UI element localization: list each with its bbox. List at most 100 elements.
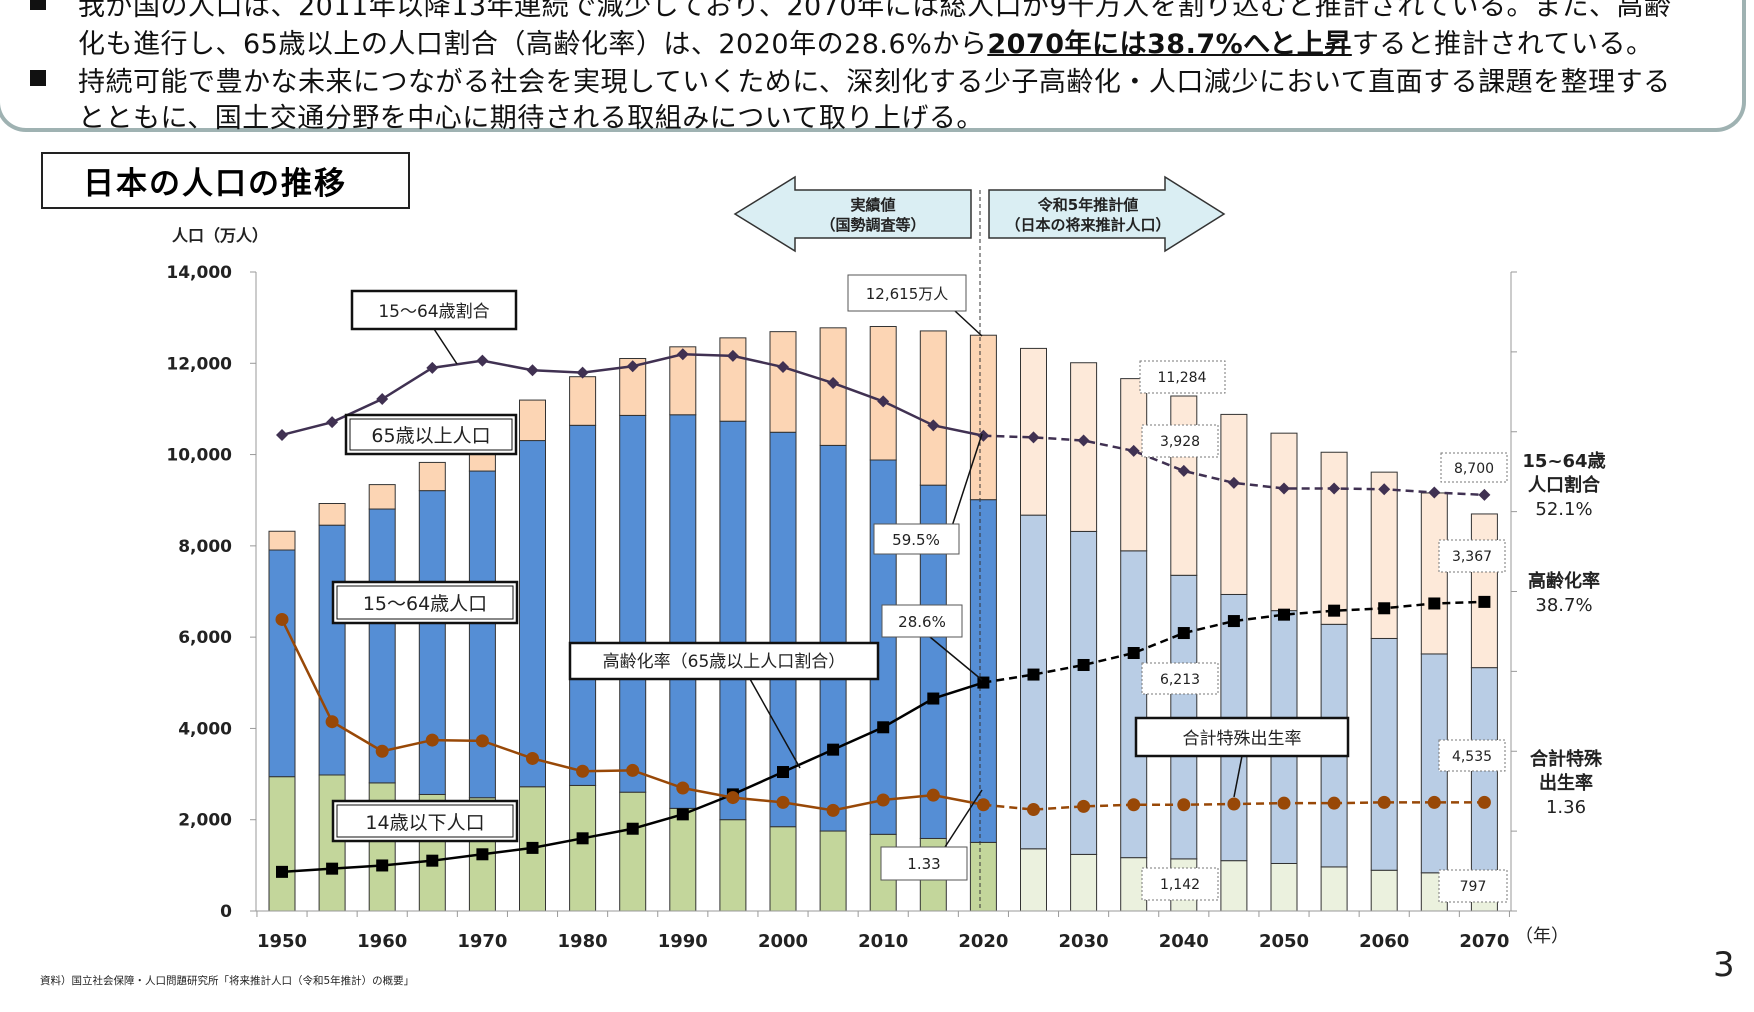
bar-2070-65歳以上人口 xyxy=(1470,513,1498,669)
marker-2025 xyxy=(1027,668,1040,681)
bullet-icon xyxy=(30,70,46,86)
marker-1960 xyxy=(376,393,389,406)
callout-aging: 高齢化率（65歳以上人口割合） xyxy=(568,641,880,681)
marker-2055 xyxy=(1328,482,1341,495)
bar-1985-14歳以下人口 xyxy=(619,791,647,912)
marker-2000 xyxy=(776,795,790,809)
right-ratio-label: 15~64歳 xyxy=(1522,451,1605,472)
right-aging-label: 高齢化率 xyxy=(1528,570,1600,592)
label-text: 3,367 xyxy=(1452,549,1492,565)
summary-text: 化も進行し、65歳以上の人口割合（高齢化率）は、2020年の28.6%から xyxy=(78,29,988,60)
bar-1950-15〜64歳人口 xyxy=(268,549,296,778)
marker-1980 xyxy=(576,764,590,778)
summary-text: すると推計されている。 xyxy=(1351,29,1654,60)
label-old-2040: 3,928 xyxy=(1141,424,1219,458)
x-tick-label: 2020 xyxy=(958,931,1008,952)
actual-sublabel: （国勢調査等） xyxy=(820,216,925,234)
marker-2055 xyxy=(1328,604,1341,617)
marker-1990 xyxy=(676,808,689,821)
right-tfr-value: 1.36 xyxy=(1546,797,1586,818)
marker-2030 xyxy=(1077,799,1091,813)
x-tick-label: 2060 xyxy=(1359,931,1409,952)
bar-2030-65歳以上人口 xyxy=(1070,362,1098,532)
marker-2035 xyxy=(1127,798,1141,812)
bar-1965-15〜64歳人口 xyxy=(418,490,446,795)
marker-1975 xyxy=(526,364,539,377)
bar-2055-14歳以下人口 xyxy=(1320,866,1348,912)
x-tick-label: 2000 xyxy=(758,931,808,952)
marker-1965 xyxy=(426,361,439,374)
marker-2000 xyxy=(777,766,789,779)
marker-1995 xyxy=(726,349,739,362)
callout-tfr: 合計特殊出生率 xyxy=(1134,716,1350,758)
marker-2005 xyxy=(827,743,840,756)
bullet-icon xyxy=(30,0,46,10)
marker-1990 xyxy=(676,781,690,795)
callout-old: 65歳以上人口 xyxy=(344,413,518,456)
projection-sublabel: （日本の将来推計人口） xyxy=(1005,216,1170,234)
marker-1960 xyxy=(376,859,389,872)
label-text: 4,535 xyxy=(1452,749,1492,765)
x-tick-label: 1960 xyxy=(357,931,407,952)
callout-child: 14歳以下人口 xyxy=(331,799,519,843)
x-axis-unit: （年） xyxy=(1515,926,1569,947)
marker-2050 xyxy=(1277,796,1291,810)
callout-text: 高齢化率（65歳以上人口割合） xyxy=(603,652,846,672)
line-projected-高齢化率（65歳以上人口割合） xyxy=(983,600,1485,684)
label-child-2040: 1,142 xyxy=(1141,867,1219,901)
y-tick-label: 0 xyxy=(220,902,232,922)
marker-1965 xyxy=(425,733,439,747)
bar-2065-65歳以上人口 xyxy=(1420,492,1448,655)
right-ratio-label: 人口割合 xyxy=(1528,474,1601,496)
marker-2045 xyxy=(1227,797,1241,811)
marker-2065 xyxy=(1428,597,1441,610)
line-projected-15〜64歳割合 xyxy=(983,434,1485,497)
bar-2060-15〜64歳人口 xyxy=(1370,637,1398,871)
bar-2020-14歳以下人口 xyxy=(969,841,997,912)
marker-2030 xyxy=(1077,658,1090,671)
marker-2040 xyxy=(1177,798,1191,812)
marker-2065 xyxy=(1427,795,1441,809)
x-tick-label: 1970 xyxy=(457,931,507,952)
bar-2045-65歳以上人口 xyxy=(1220,413,1248,595)
marker-2035 xyxy=(1127,444,1140,457)
x-tick-label: 2050 xyxy=(1259,931,1309,952)
bar-1955-65歳以上人口 xyxy=(318,503,346,526)
marker-1965 xyxy=(426,854,439,867)
marker-2035 xyxy=(1127,647,1140,660)
marker-2010 xyxy=(877,395,890,408)
bar-1955-14歳以下人口 xyxy=(318,774,346,912)
bar-2050-65歳以上人口 xyxy=(1270,432,1298,612)
marker-2020 xyxy=(976,798,990,812)
label-total-2040: 11,284 xyxy=(1139,360,1226,394)
y-tick-label: 8,000 xyxy=(178,537,232,557)
marker-2040 xyxy=(1177,464,1190,477)
x-tick-label: 2040 xyxy=(1159,931,1209,952)
section-title: 日本の人口の推移 xyxy=(41,152,410,209)
bar-1995-14歳以下人口 xyxy=(719,819,747,912)
marker-2060 xyxy=(1378,483,1391,496)
bar-1985-15〜64歳人口 xyxy=(619,414,647,793)
bar-2055-65歳以上人口 xyxy=(1320,451,1348,625)
label-text: 6,213 xyxy=(1160,672,1200,688)
y-tick-label: 12,000 xyxy=(166,354,232,374)
label-text: 28.6% xyxy=(898,613,946,631)
x-tick-label: 2030 xyxy=(1059,931,1109,952)
marker-2030 xyxy=(1077,434,1090,447)
bar-1960-15〜64歳人口 xyxy=(368,508,396,784)
marker-2045 xyxy=(1227,476,1240,489)
label-aging-2020: 28.6% xyxy=(881,604,963,638)
marker-2060 xyxy=(1378,602,1391,615)
marker-2010 xyxy=(877,721,890,734)
x-tick-label: 2070 xyxy=(1459,931,1509,952)
label-text: 1,142 xyxy=(1160,877,1200,893)
marker-1980 xyxy=(576,366,589,379)
summary-line-2: 化も進行し、65歳以上の人口割合（高齢化率）は、2020年の28.6%から207… xyxy=(78,22,1654,61)
marker-1955 xyxy=(325,715,339,729)
summary-box: 我が国の人口は、2011年以降13年連続で減少しており、2070年には総人口が9… xyxy=(0,0,1746,134)
right-tfr-label: 合計特殊 xyxy=(1530,748,1603,770)
callout-text: 14歳以下人口 xyxy=(365,812,484,834)
bar-2060-14歳以下人口 xyxy=(1370,869,1398,912)
bar-2050-14歳以下人口 xyxy=(1270,862,1298,912)
marker-1990 xyxy=(676,348,689,361)
